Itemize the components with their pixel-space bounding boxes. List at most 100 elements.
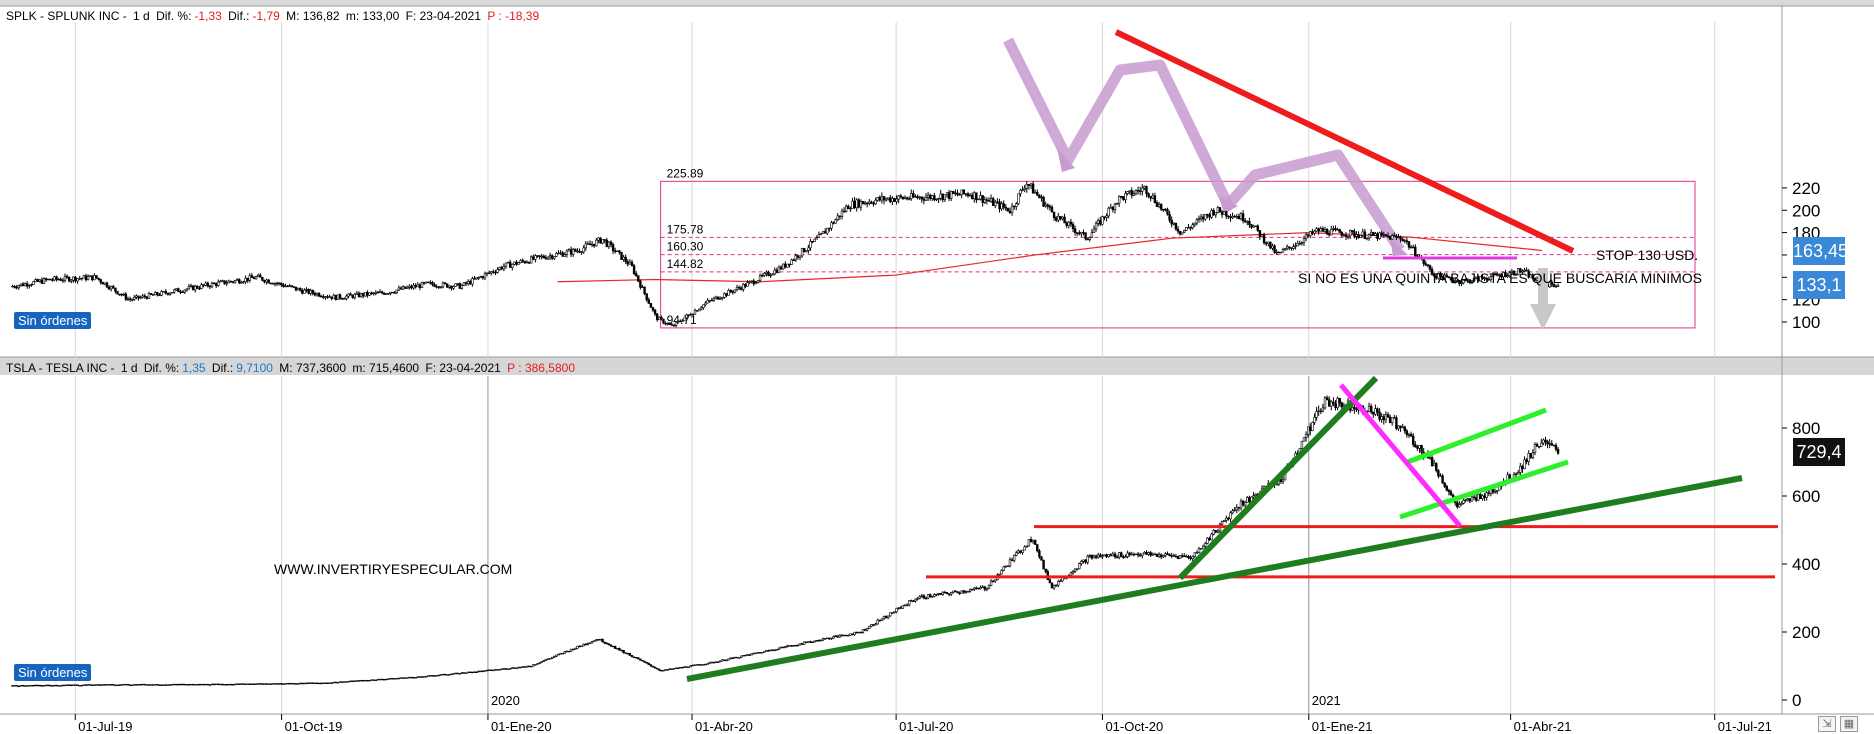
candle-body bbox=[630, 261, 634, 267]
candle-body bbox=[124, 293, 128, 300]
candle-body bbox=[364, 679, 367, 682]
candle-body bbox=[263, 280, 266, 283]
candle-body bbox=[1082, 232, 1085, 234]
candle-body bbox=[1019, 189, 1022, 195]
candle-body bbox=[368, 679, 371, 682]
candle-body bbox=[1054, 217, 1058, 221]
candle-body bbox=[1130, 190, 1133, 196]
candle-body bbox=[861, 201, 865, 205]
candle-body bbox=[817, 234, 821, 238]
candle-body bbox=[475, 277, 478, 280]
candle-body bbox=[1552, 284, 1556, 287]
candle-body bbox=[1359, 235, 1362, 239]
candle-body bbox=[340, 681, 344, 683]
candle-body bbox=[164, 684, 167, 686]
candle-body bbox=[1199, 216, 1203, 219]
candle-body bbox=[1038, 550, 1041, 558]
candle-body bbox=[557, 252, 560, 255]
x-tick-label: 01-Jul-21 bbox=[1718, 719, 1772, 734]
candle-body bbox=[172, 683, 176, 686]
candle-body bbox=[340, 298, 344, 300]
candle-body bbox=[1466, 498, 1469, 501]
candle-body bbox=[1327, 399, 1331, 407]
candle-body bbox=[1101, 216, 1104, 225]
candle-body bbox=[229, 280, 233, 283]
candle-body bbox=[706, 663, 709, 665]
candle-body bbox=[284, 683, 287, 685]
candle-body bbox=[746, 282, 749, 287]
candle-body bbox=[901, 605, 905, 609]
candle-body bbox=[920, 595, 923, 597]
candle-body bbox=[1556, 285, 1560, 287]
candle-body bbox=[771, 273, 774, 276]
candle-body bbox=[1374, 233, 1377, 236]
candle-body bbox=[1437, 470, 1440, 477]
candle-body bbox=[1233, 216, 1236, 218]
candle-body bbox=[1010, 559, 1014, 561]
candle-body bbox=[634, 657, 638, 659]
tsla-orders-button[interactable]: Sin órdenes bbox=[14, 664, 92, 681]
candle-body bbox=[565, 250, 569, 255]
candle-body bbox=[882, 616, 886, 620]
candle-body bbox=[328, 296, 331, 298]
candle-body bbox=[731, 291, 734, 293]
candle-body bbox=[166, 292, 170, 295]
candle-body bbox=[313, 293, 317, 296]
candle-body bbox=[309, 682, 312, 684]
candle-body bbox=[723, 293, 726, 298]
candle-body bbox=[691, 313, 695, 316]
candle-body bbox=[353, 680, 356, 682]
candle-body bbox=[767, 650, 770, 652]
candle-body bbox=[500, 668, 503, 670]
candle-body bbox=[193, 684, 197, 686]
candle-body bbox=[250, 275, 254, 279]
candle-body bbox=[284, 285, 287, 288]
candle-body bbox=[807, 641, 810, 643]
candle-body bbox=[1258, 230, 1262, 238]
candle-body bbox=[721, 297, 724, 299]
candle-body bbox=[857, 631, 860, 634]
candle-body bbox=[487, 669, 491, 671]
candle-body bbox=[70, 684, 73, 687]
candle-body bbox=[735, 656, 739, 659]
candle-body bbox=[1516, 472, 1520, 475]
candle-body bbox=[154, 292, 157, 296]
candle-body bbox=[133, 296, 136, 300]
candle-body bbox=[815, 640, 818, 642]
candle-body bbox=[750, 280, 753, 282]
candle-body bbox=[1168, 554, 1171, 557]
candle-body bbox=[1246, 221, 1249, 223]
candle-body bbox=[1470, 496, 1474, 502]
candle-body bbox=[714, 661, 718, 663]
candle-body bbox=[427, 675, 430, 677]
candle-body bbox=[170, 684, 174, 686]
candle-body bbox=[105, 282, 109, 288]
candle-body bbox=[935, 593, 938, 596]
candle-body bbox=[1132, 193, 1136, 196]
candle-body bbox=[1302, 437, 1306, 442]
candle-body bbox=[668, 323, 671, 325]
tsla-steep-trendline bbox=[1177, 375, 1379, 581]
candle-body bbox=[1099, 554, 1102, 558]
zoom-icon[interactable]: ⇲ bbox=[1818, 716, 1836, 732]
candle-body bbox=[164, 291, 167, 294]
splk-orders-button[interactable]: Sin órdenes bbox=[14, 312, 92, 329]
candle-body bbox=[880, 196, 884, 201]
candle-body bbox=[641, 286, 644, 289]
candle-body bbox=[1176, 556, 1180, 559]
candle-body bbox=[502, 265, 506, 270]
candle-body bbox=[1428, 265, 1432, 270]
grid-icon[interactable]: ▦ bbox=[1840, 716, 1858, 732]
tsla-magenta-line bbox=[1339, 383, 1462, 528]
candle-body bbox=[565, 650, 569, 653]
candle-body bbox=[796, 255, 800, 258]
candle-body bbox=[613, 645, 617, 649]
candle-body bbox=[1090, 555, 1094, 559]
candle-body bbox=[844, 205, 848, 212]
candle-body bbox=[674, 321, 678, 326]
candle-body bbox=[311, 290, 314, 294]
candle-body bbox=[1122, 556, 1125, 558]
candle-body bbox=[210, 282, 214, 288]
candle-body bbox=[1540, 442, 1543, 447]
candle-body bbox=[361, 293, 365, 297]
